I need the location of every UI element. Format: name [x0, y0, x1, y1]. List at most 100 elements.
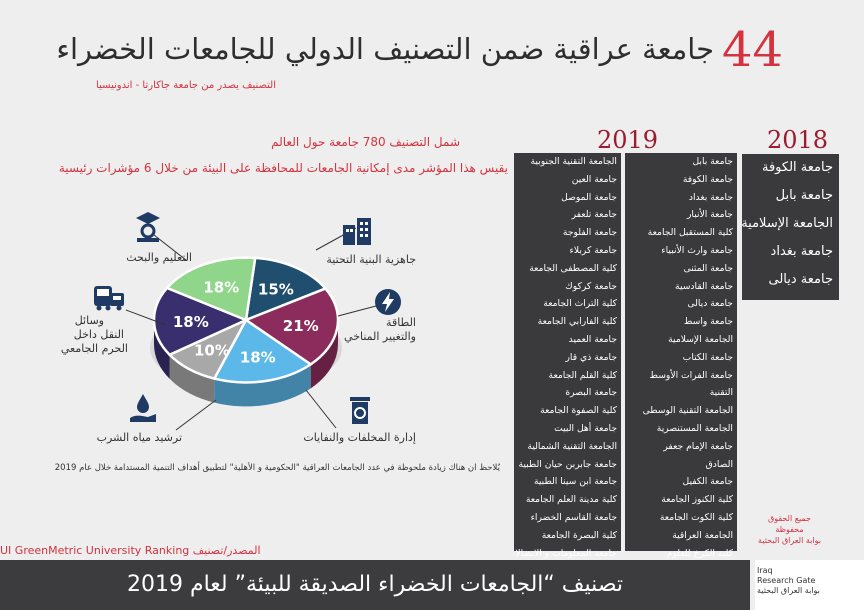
info-line-2: يقيس هذا المؤشر مدى إمكانية الجامعات للم… — [58, 161, 508, 175]
logo-area: Iraq Research Gate بوابة العراق البحثية — [755, 560, 864, 610]
list-item: كلية المستقبل الجامعة — [647, 227, 733, 239]
list-item: جامعة الكفيل — [682, 476, 733, 488]
leader-line — [153, 234, 187, 261]
list-item: جامعة كربلاء — [569, 244, 617, 256]
list-item: الصادق — [705, 458, 733, 470]
list-2019-col1: جامعة بابل جامعة الكوفة جامعة بغداد جامعة ا… — [625, 153, 737, 559]
pie-slice — [244, 256, 328, 322]
pie-slice-label: 18% — [203, 279, 239, 297]
list-item: كلية القلم الجامعة — [548, 369, 617, 381]
list-item: جامعة الموصل — [561, 191, 617, 203]
pie-slice-side — [154, 320, 170, 379]
leader-line — [175, 399, 217, 431]
label-water: ترشيد مياه الشرب — [96, 431, 182, 444]
credit-line-2: محفوظة — [775, 525, 804, 534]
recycle-bin-icon — [350, 397, 370, 424]
list-item: الجامعة التقنية الجنوبية — [530, 156, 617, 167]
list-item: الجامعة التقنية الوسطى — [642, 405, 733, 417]
pie-slice-label: 21% — [283, 317, 319, 335]
list-item: جامعة أهل البيت — [554, 422, 617, 434]
pie-slice — [164, 256, 257, 322]
list-item: كلية الكوت الجامعة — [659, 511, 733, 523]
leader-line — [125, 309, 167, 326]
logo-line-2: Research Gate — [757, 576, 816, 585]
list-item: كلية الصفوة الجامعة — [540, 405, 617, 417]
label-energy-1: الطاقة — [386, 316, 416, 329]
list-item: الجامعة الإسلامية — [741, 216, 833, 231]
list-item: جامعة الكتاب — [682, 351, 733, 363]
pie-slice-side — [169, 354, 215, 403]
buildings-icon — [343, 218, 371, 245]
pie-slice — [152, 286, 250, 357]
credit-line-1: جميع الحقوق — [768, 514, 811, 523]
list-item: الجامعة العراقية — [672, 529, 733, 541]
list-item: جامعة بغداد — [688, 191, 733, 203]
list-item: جامعة الفلوجة — [562, 227, 617, 239]
label-transport-1: وسائل — [74, 314, 104, 327]
list-item: كلية المصطفى الجامعة — [529, 262, 617, 274]
label-waste: إدارة المخلفات والنفايات — [303, 431, 416, 444]
list-2018: جامعة الكوفة جامعة بابل الجامعة الإسلامية ج… — [741, 154, 839, 300]
leader-line — [305, 389, 337, 429]
list-item: جامعة القاسم الخضراء — [530, 511, 617, 523]
label-transport-2: النقل داخل — [73, 328, 124, 341]
info-line-1: شمل التصنيف 780 جامعة حول العالم — [271, 135, 460, 149]
footer-title: تصنيف “الجامعات الخضراء الصديقة للبيئة” … — [126, 572, 624, 597]
logo-line-3: بوابة العراق البحثية — [757, 586, 820, 595]
list-item: كلية مدينة العلم الجامعة — [525, 494, 617, 506]
list-item: جامعة ديالى — [687, 298, 733, 310]
list-item: جامعة الفرات الأوسط — [649, 369, 733, 381]
list-item: جامعة المثنى — [683, 262, 733, 274]
list-item: التقنية — [709, 387, 733, 399]
pie-slice-label: 18% — [240, 349, 276, 367]
list-item: جامعة بابل — [692, 156, 733, 167]
list-item: جامعة الإمام جعفر — [663, 440, 733, 452]
logo-line-1: Iraq — [757, 566, 773, 575]
education-icon — [136, 212, 160, 242]
year-2019-heading: 2019 — [597, 126, 659, 154]
list-item: جامعة القادسية — [675, 280, 733, 292]
label-energy-2: والتغيير المناخي — [344, 330, 416, 343]
list-2019-col2: الجامعة التقنية الجنوبية جامعة العين جامعة… — [514, 153, 621, 559]
year-2018-heading: 2018 — [767, 126, 829, 154]
list-item: جامعة واسط — [683, 316, 733, 328]
list-item: كلية البصرة الجامعة — [541, 529, 617, 541]
list-item: جامعة ديالى — [768, 272, 834, 287]
list-item: جامعة الكوفة — [762, 160, 833, 175]
list-item: جامعة كركوك — [565, 280, 617, 292]
pie-chart: 15% 21% 18% 10% 18% 18% — [125, 227, 377, 431]
list-item: الجامعة التقنية الشمالية — [527, 440, 617, 452]
credit-text: جميع الحقوق محفوظة بوابة العراق البحثية — [752, 513, 827, 546]
bus-icon — [94, 286, 124, 311]
pie-slice-label: 10% — [194, 341, 230, 359]
footnote: يُلاحظ ان هناك زيادة ملحوظة في عدد الجام… — [54, 463, 500, 473]
list-item: جامعة العميد — [568, 333, 617, 345]
page-subtitle: التصنيف يصدر من جامعة جاكارتا - اندونيسي… — [96, 80, 276, 91]
university-count: 44 — [722, 22, 784, 78]
credit-line-3: بوابة العراق البحثية — [758, 536, 821, 545]
list-item: جامعة ابن سينا الطبية — [533, 476, 617, 488]
list-item: الجامعة المستنصرية — [656, 422, 733, 434]
list-item: جامعة تلعفر — [571, 209, 617, 221]
pie-slice-label: 15% — [258, 281, 294, 299]
pie-slice — [243, 287, 340, 366]
list-item: جامعة المعلومات و الاتصالات — [514, 547, 617, 559]
list-item: جامعة جابربن حيان الطبية — [518, 458, 617, 470]
pie-slice-side — [214, 364, 311, 407]
list-item: جامعة وارث الأنبياء — [661, 244, 733, 256]
water-hand-icon — [130, 394, 156, 422]
label-education: التعليم والبحث — [126, 251, 192, 264]
list-item: جامعة بابل — [775, 188, 833, 203]
list-item: جامعة العين — [571, 173, 617, 185]
list-item: كلية الكنوز الجامعة — [661, 494, 733, 506]
leader-line — [337, 305, 377, 317]
list-item: كلية الكرخ للعلوم — [666, 547, 733, 559]
lightning-icon — [375, 289, 401, 315]
list-item: جامعة الأنبار — [686, 209, 733, 221]
pie-slice-label: 18% — [173, 313, 209, 331]
list-item: جامعة الكوفة — [682, 173, 733, 185]
source-line: UI GreenMetric University Ranking المصدر… — [0, 544, 261, 557]
list-item: الجامعة الإسلامية — [668, 333, 733, 345]
page-title: جامعة عراقية ضمن التصنيف الدولي للجامعات… — [56, 32, 714, 66]
footer-bar: تصنيف “الجامعات الخضراء الصديقة للبيئة” … — [0, 560, 750, 610]
